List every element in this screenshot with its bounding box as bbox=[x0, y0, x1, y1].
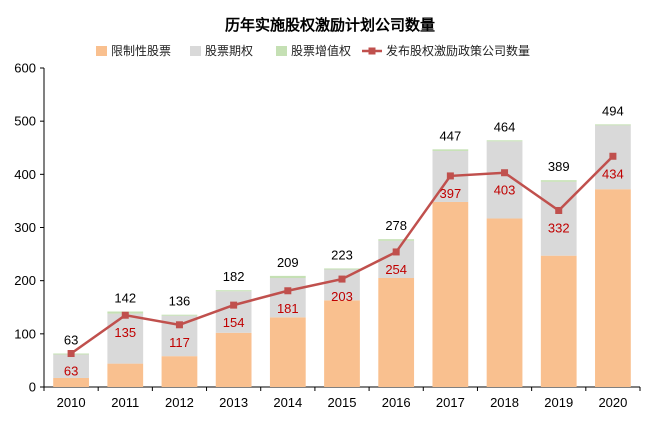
x-tick-label: 2012 bbox=[165, 395, 194, 410]
legend-marker bbox=[368, 47, 376, 55]
line-value-label: 154 bbox=[223, 315, 245, 330]
x-tick-label: 2015 bbox=[328, 395, 357, 410]
total-label: 447 bbox=[440, 128, 462, 143]
line-value-label: 181 bbox=[277, 301, 299, 316]
line-marker bbox=[284, 287, 292, 295]
line-marker bbox=[175, 321, 183, 329]
line-value-label: 203 bbox=[331, 289, 353, 304]
legend-label: 股票增值权 bbox=[291, 43, 351, 58]
bar-segment-1 bbox=[378, 278, 415, 387]
data-labels: 63 142 136 182 209 223 278 447 464 389 494 63 135 117… bbox=[64, 103, 624, 378]
legend-swatch bbox=[190, 46, 201, 56]
bar-segment-3 bbox=[324, 268, 360, 270]
legend-label: 限制性股票 bbox=[111, 44, 171, 58]
line-marker bbox=[121, 311, 129, 319]
total-label: 223 bbox=[331, 247, 353, 262]
bar-segment-2 bbox=[215, 291, 252, 333]
bars bbox=[53, 124, 631, 387]
line-marker bbox=[338, 275, 346, 283]
bar-segment-2 bbox=[269, 278, 306, 318]
bar-segment-1 bbox=[269, 317, 306, 387]
bar-segment-1 bbox=[486, 218, 523, 387]
y-tick-label: 400 bbox=[14, 167, 36, 182]
x-tick-label: 2020 bbox=[598, 395, 627, 410]
y-tick-label: 300 bbox=[14, 220, 36, 235]
line-value-label: 434 bbox=[602, 166, 624, 181]
x-tick-label: 2013 bbox=[219, 395, 248, 410]
total-label: 63 bbox=[64, 333, 78, 348]
x-tick-label: 2017 bbox=[436, 395, 465, 410]
line-marker bbox=[392, 248, 400, 256]
legend: 限制性股票 股票期权 股票增值权 发布股权激励政策公司数量 bbox=[96, 43, 530, 58]
total-label: 182 bbox=[223, 269, 245, 284]
bar-segment-3 bbox=[432, 149, 469, 151]
chart-title: 历年实施股权激励计划公司数量 bbox=[225, 16, 435, 34]
bar-segment-1 bbox=[161, 356, 198, 387]
total-label: 494 bbox=[602, 103, 624, 118]
total-label: 142 bbox=[114, 291, 136, 306]
line-marker bbox=[501, 169, 509, 177]
bar-segment-2 bbox=[486, 141, 523, 219]
legend-swatch bbox=[96, 46, 107, 56]
bar-segment-3 bbox=[595, 124, 631, 126]
line-value-label: 63 bbox=[64, 364, 78, 379]
line-value-label: 332 bbox=[548, 220, 570, 235]
line-value-label: 254 bbox=[385, 262, 407, 277]
bar-segment-3 bbox=[215, 290, 252, 292]
y-tick-label: 100 bbox=[14, 326, 36, 341]
total-label: 278 bbox=[385, 218, 407, 233]
bar-segment-3 bbox=[486, 140, 523, 142]
bar-segment-2 bbox=[378, 240, 415, 279]
bar-segment-3 bbox=[161, 314, 198, 316]
bar-segment-1 bbox=[540, 255, 577, 387]
x-tick-label: 2014 bbox=[273, 395, 302, 410]
total-label: 464 bbox=[494, 119, 516, 134]
line-marker bbox=[555, 206, 563, 214]
x-tick-label: 2019 bbox=[544, 395, 573, 410]
y-tick-label: 500 bbox=[14, 114, 36, 129]
x-tick-label: 2011 bbox=[111, 395, 139, 410]
total-label: 389 bbox=[548, 159, 570, 174]
bar-segment-3 bbox=[540, 180, 577, 182]
bar-segment-1 bbox=[432, 201, 469, 387]
y-tick-label: 0 bbox=[29, 380, 36, 395]
line-marker bbox=[446, 172, 454, 180]
total-label: 209 bbox=[277, 255, 299, 270]
x-tick-label: 2016 bbox=[382, 395, 411, 410]
bar-segment-1 bbox=[595, 189, 631, 387]
line-marker bbox=[230, 301, 238, 309]
bar-segment-1 bbox=[53, 377, 89, 387]
bar-segment-2 bbox=[324, 269, 360, 301]
bar-segment-2 bbox=[107, 313, 144, 364]
bar-segment-3 bbox=[269, 275, 306, 279]
axes: 0 100 200 300 400 500 600 2010 2011 2012 2013 2014 2… bbox=[14, 61, 641, 410]
x-tick-label: 2018 bbox=[490, 395, 519, 410]
line-marker bbox=[609, 152, 617, 160]
line-marker bbox=[67, 350, 75, 358]
legend-label: 股票期权 bbox=[205, 44, 253, 58]
line-value-label: 397 bbox=[440, 186, 462, 201]
legend-label: 发布股权激励政策公司数量 bbox=[386, 43, 530, 58]
line-value-label: 403 bbox=[494, 183, 516, 198]
x-tick-label: 2010 bbox=[57, 395, 86, 410]
y-tick-label: 600 bbox=[14, 61, 36, 76]
bar-segment-1 bbox=[107, 363, 144, 387]
bar-segment-2 bbox=[540, 181, 577, 256]
bar-segment-2 bbox=[53, 354, 89, 378]
line-series bbox=[67, 152, 617, 358]
y-tick-label: 200 bbox=[14, 273, 36, 288]
total-label: 136 bbox=[169, 294, 191, 309]
line-value-label: 117 bbox=[169, 335, 190, 350]
line-value-label: 135 bbox=[114, 325, 136, 340]
bar-segment-1 bbox=[324, 300, 360, 387]
bar-segment-3 bbox=[378, 239, 415, 241]
bar-segment-1 bbox=[215, 332, 252, 387]
legend-swatch bbox=[276, 46, 287, 56]
